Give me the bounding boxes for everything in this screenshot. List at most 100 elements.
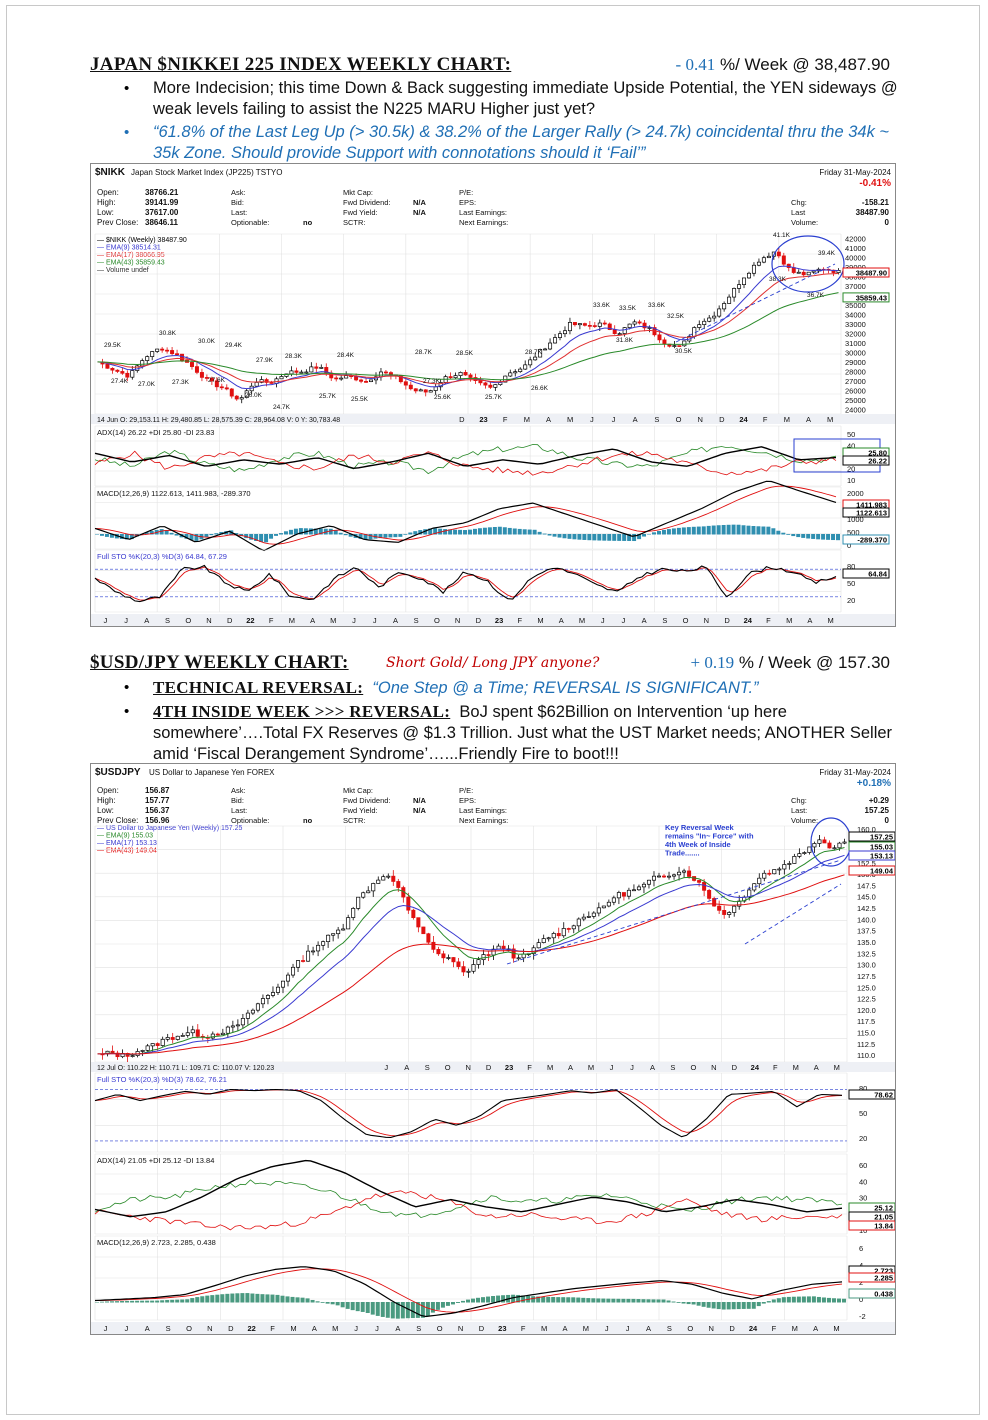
adx-tick: 40 (847, 442, 855, 451)
price-annotation: 25.7K (319, 393, 337, 400)
x-axis-label: N (709, 1324, 714, 1333)
x-axis-label: D (228, 1324, 234, 1333)
nikkei-candle-body (160, 348, 165, 351)
macd-histogram-bar (413, 531, 418, 535)
x-axis-label: A (144, 616, 149, 625)
earn-label: EPS: (459, 198, 476, 207)
nikkei-candle-body (597, 322, 602, 327)
macd-histogram-bar (721, 524, 726, 535)
adx-title: ADX(14) 26.22 +DI 25.80 -DI 23.83 (97, 428, 214, 437)
key-reversal-note: Key Reversal Week (665, 823, 734, 832)
x-axis-label: M (792, 1324, 798, 1333)
macd-histogram-bar (696, 1302, 701, 1306)
nikkei-candle-body (339, 377, 344, 380)
nikkei-candle-body (562, 330, 567, 335)
macd-histogram-bar (453, 529, 458, 535)
usdjpy-candle-body (366, 890, 371, 894)
x-top-label: S (425, 1063, 430, 1072)
usdjpy-candle-body (536, 942, 541, 949)
usdjpy-candle-body (150, 1043, 155, 1047)
x-axis-label: M (833, 1324, 839, 1333)
x-top-label: F (527, 1063, 532, 1072)
macd-histogram-bar (264, 534, 269, 543)
macd-histogram-bar (701, 526, 706, 535)
x-axis-label: A (559, 616, 564, 625)
nikkei-heading: JAPAN $NIKKEI 225 INDEX WEEKLY CHART: (90, 54, 512, 75)
nikkei-candle-body (369, 379, 374, 383)
macd-histogram-bar (204, 534, 209, 537)
x-axis-label: J (103, 616, 107, 625)
minus-di-line (94, 450, 837, 476)
nikkei-candle-body (627, 323, 632, 328)
price-tick: 41000 (845, 244, 866, 253)
usdjpy-bullet-2: 4TH INSIDE WEEK >>> REVERSAL: BoJ spent … (120, 701, 900, 765)
nikkei-candle-body (612, 329, 617, 335)
nikkei-candle-body (309, 366, 314, 373)
nikkei-candle-body (508, 372, 513, 377)
price-tick: 33000 (845, 320, 866, 329)
macd-histogram-bar (363, 534, 368, 540)
macd-histogram-bar (305, 1298, 310, 1303)
nikkei-candle-body (458, 372, 463, 376)
legend-item: — EMA(43) 35859.43 (97, 260, 165, 267)
macd-histogram-bar (726, 524, 731, 535)
macd-histogram-bar (617, 534, 622, 541)
x-axis-label: F (766, 616, 771, 625)
macd-histogram-bar (616, 1298, 621, 1303)
macd-histogram-bar (522, 529, 527, 535)
chart-change-pct: -0.41% (859, 178, 891, 189)
x-top-label: F (503, 415, 508, 424)
macd-histogram-bar (756, 526, 761, 535)
macd-histogram-bar (119, 534, 124, 539)
price-tick: 152.5 (857, 859, 876, 868)
x-axis-label: A (393, 616, 398, 625)
macd-histogram-bar (463, 530, 468, 535)
x-axis-label: M (828, 616, 834, 625)
macd-histogram-bar (315, 1301, 320, 1303)
price-tick: 24000 (845, 405, 866, 414)
usdjpy-candle-body (411, 909, 416, 919)
macd-histogram-bar (751, 1302, 756, 1309)
nikkei-candle-body (538, 349, 543, 358)
macd-histogram-bar (410, 1302, 415, 1319)
header-bg (91, 164, 895, 234)
usdjpy-candle-body (817, 839, 822, 844)
page-border (6, 5, 980, 1415)
adx-tick: 30 (859, 1194, 867, 1203)
adx-tick: 20 (847, 465, 855, 474)
macd-signal-line (95, 1268, 843, 1313)
legend-item: — EMA(9) 155.03 (97, 833, 153, 840)
usdjpy-candle-body (777, 868, 782, 871)
adx-line (94, 446, 837, 470)
macd-histogram-bar (149, 530, 154, 535)
macd-histogram-bar (706, 1302, 711, 1308)
minus-di-value: 13.84 (874, 1222, 894, 1231)
macd-histogram-bar (596, 1298, 601, 1303)
nikkei-candle-body (299, 371, 304, 374)
usdjpy-candle-body (802, 852, 807, 854)
quote-label: High: (97, 198, 116, 207)
nikkei-candle-body (747, 272, 751, 279)
x-axis-label: J (124, 1324, 128, 1333)
usdjpy-bullets: TECHNICAL REVERSAL: “One Step @ a Time; … (120, 677, 900, 767)
usdjpy-candle-body (461, 966, 466, 973)
fund-value: N/A (413, 806, 427, 815)
x-axis-label: O (185, 616, 191, 625)
nikkei-bullet-1: More Indecision; this time Down & Back s… (120, 78, 900, 120)
fund-label: Fwd Yield: (343, 806, 378, 815)
x-axis-label: O (437, 1324, 443, 1333)
macd-histogram-bar (771, 528, 776, 535)
macd-histogram-bar (325, 1302, 330, 1304)
macd-histogram-bar (552, 534, 557, 537)
usdjpy-candle-body (456, 961, 461, 967)
nikkei-candle-body (801, 271, 806, 276)
macd-histogram-bar (696, 526, 701, 535)
macd-histogram-bar (711, 525, 716, 535)
usdjpy-candle-body (606, 901, 611, 907)
trendline-upper (506, 859, 842, 965)
macd-histogram-bar (481, 1297, 486, 1303)
sto-tick: 20 (859, 1134, 867, 1143)
earn-label: Last Earnings: (459, 208, 507, 217)
macd-histogram-bar (521, 1295, 526, 1303)
nikkei-candle-body (657, 334, 662, 341)
